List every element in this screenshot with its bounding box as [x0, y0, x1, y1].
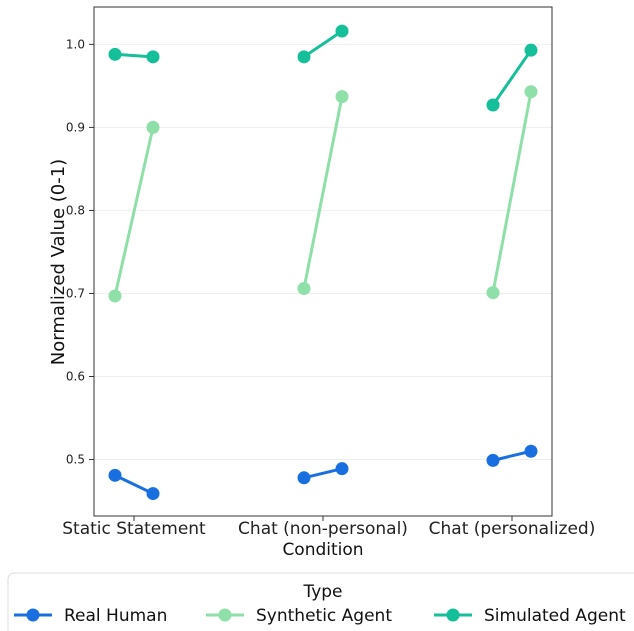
series-real-human	[108, 444, 538, 501]
data-point-simulated-agent	[524, 43, 538, 57]
x-axis-ticks: Static Statement Chat (non-personal) Chat …	[62, 516, 595, 539]
series-line-real-human	[491, 449, 533, 462]
legend-marker-synthetic-agent	[218, 608, 232, 622]
data-point-synthetic-agent	[108, 289, 122, 303]
data-point-simulated-agent	[108, 47, 122, 61]
x-tick-label: Chat (non-personal)	[238, 519, 408, 539]
legend-item-simulated-agent: Simulated Agent	[434, 606, 626, 626]
x-tick-label: Static Statement	[62, 519, 206, 539]
data-point-synthetic-agent	[486, 286, 500, 300]
data-point-synthetic-agent	[524, 85, 538, 99]
data-point-real-human	[108, 468, 122, 482]
legend-title: Type	[302, 582, 342, 602]
data-point-real-human	[297, 471, 311, 485]
series-line-real-human	[113, 473, 155, 496]
series-line-synthetic-agent	[491, 90, 533, 295]
legend-item-real-human: Real Human	[14, 606, 167, 626]
legend-label: Real Human	[64, 606, 167, 626]
legend-box	[7, 572, 634, 631]
x-tick-label: Chat (personalized)	[429, 519, 596, 539]
plot-frame	[93, 6, 553, 517]
data-point-simulated-agent	[297, 50, 311, 64]
y-axis-ticks: 0.5 0.6 0.7 0.8 0.9 1.0	[66, 37, 94, 467]
legend-label: Synthetic Agent	[256, 606, 392, 626]
series-line-real-human	[302, 467, 344, 480]
data-point-synthetic-agent	[335, 90, 349, 104]
y-tick-label: 0.8	[66, 203, 85, 217]
data-point-simulated-agent	[335, 24, 349, 38]
y-tick-label: 0.6	[66, 370, 85, 384]
legend-marker-simulated-agent	[446, 608, 460, 622]
series-layer	[108, 24, 538, 501]
data-point-real-human	[486, 453, 500, 467]
legend-label: Simulated Agent	[484, 606, 626, 626]
legend-item-synthetic-agent: Synthetic Agent	[206, 606, 392, 626]
x-axis-title: Condition	[282, 540, 363, 560]
y-tick-label: 1.0	[66, 37, 85, 51]
series-line-simulated-agent	[302, 29, 344, 59]
y-tick-label: 0.9	[66, 120, 85, 134]
data-point-synthetic-agent	[297, 281, 311, 295]
y-tick-label: 0.5	[66, 453, 85, 467]
legend-marker-real-human	[26, 608, 40, 622]
data-point-synthetic-agent	[146, 120, 160, 134]
y-axis-title: Normalized Value (0-1)	[48, 159, 69, 365]
data-point-real-human	[524, 444, 538, 458]
series-synthetic-agent	[108, 85, 538, 303]
gridlines	[94, 43, 552, 461]
series-line-simulated-agent	[491, 48, 533, 107]
data-point-real-human	[335, 462, 349, 476]
y-tick-label: 0.7	[66, 286, 85, 300]
legend: Type Real Human Synthetic Agent Simulated …	[7, 572, 634, 631]
series-simulated-agent	[108, 24, 538, 112]
legend-items: Real Human Synthetic Agent Simulated Agent	[14, 606, 626, 626]
data-point-simulated-agent	[486, 98, 500, 112]
data-point-real-human	[146, 487, 160, 501]
series-line-synthetic-agent	[113, 125, 155, 298]
data-point-simulated-agent	[146, 50, 160, 64]
series-line-synthetic-agent	[302, 95, 344, 290]
